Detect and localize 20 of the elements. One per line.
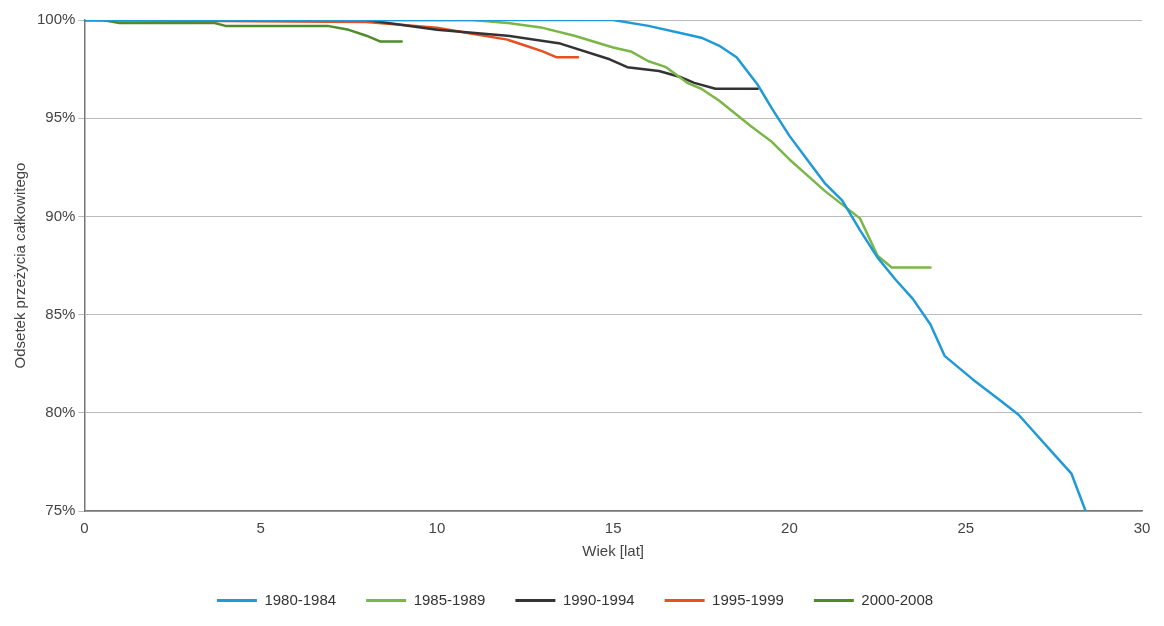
legend-label: 2000-2008 — [861, 590, 934, 608]
x-axis-title: Wiek [lat] — [582, 542, 645, 560]
y-axis-title: Odsetek przeżycia całkowitego — [11, 162, 29, 369]
legend-label: 1985-1989 — [413, 590, 486, 608]
y-tick-label: 80% — [45, 402, 76, 420]
legend-label: 1995-1999 — [712, 590, 784, 608]
x-tick-label: 15 — [604, 519, 622, 537]
y-tick-label: 75% — [45, 501, 76, 519]
y-tick-label: 100% — [36, 10, 76, 28]
y-tick-label: 95% — [45, 108, 76, 126]
x-tick-label: 25 — [957, 519, 975, 537]
y-tick-label: 90% — [45, 206, 76, 224]
legend-label: 1980-1984 — [264, 590, 337, 608]
y-tick-label: 85% — [45, 304, 76, 322]
x-tick-label: 5 — [256, 519, 265, 537]
x-tick-label: 20 — [781, 519, 798, 537]
x-tick-label: 30 — [1133, 519, 1151, 537]
x-tick-label: 10 — [428, 519, 446, 537]
legend-label: 1990-1994 — [562, 590, 635, 608]
x-tick-label: 0 — [80, 519, 89, 537]
